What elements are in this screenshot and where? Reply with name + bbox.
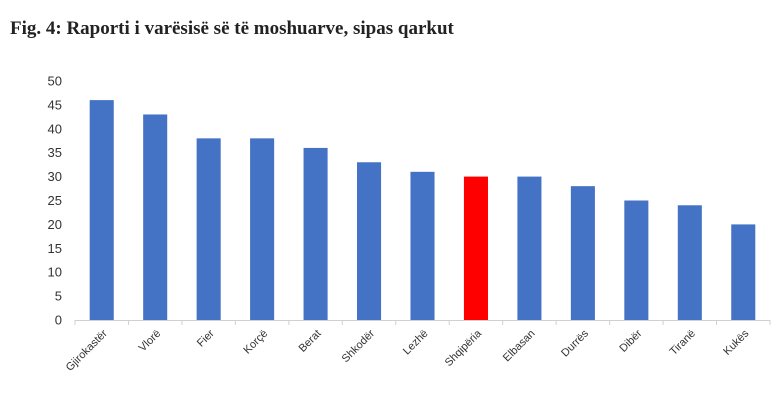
- bar-vlorë: [143, 114, 168, 321]
- bar-elbasan: [517, 176, 542, 320]
- y-tick-label: 15: [48, 241, 62, 256]
- bar-kukës: [731, 224, 756, 320]
- y-tick-label: 10: [48, 265, 62, 280]
- x-tick-label: Elbasan: [501, 328, 538, 365]
- bars: [89, 100, 756, 321]
- x-tick-label: Durrës: [559, 327, 591, 359]
- x-tick-label: Tiranë: [668, 328, 698, 358]
- bar-berat: [303, 147, 328, 320]
- bar-dibër: [624, 200, 649, 320]
- y-tick-label: 20: [48, 217, 62, 232]
- x-tick-label: Gjirokastër: [64, 327, 110, 373]
- y-axis: 0 5 10 15 20 25 30 35 40 45 50: [48, 74, 62, 328]
- bar-lezhë: [410, 171, 435, 320]
- x-tick-label: Shqipëria: [443, 327, 485, 369]
- bar-korçë: [250, 138, 275, 320]
- x-tick-label: Shkodër: [340, 327, 378, 365]
- y-tick-label: 30: [48, 169, 62, 184]
- x-tick-label: Kukës: [721, 327, 751, 357]
- x-axis: Gjirokastër Vlorë Fier Korçë Berat Shkodër Lez…: [64, 320, 771, 374]
- x-tick-label: Berat: [297, 328, 324, 355]
- chart-title: Fig. 4: Raporti i varësisë së të moshuar…: [10, 18, 454, 39]
- bar-shkodër: [357, 162, 382, 320]
- x-tick-label: Vlorë: [137, 328, 164, 355]
- x-tick-label: Dibër: [617, 327, 644, 354]
- bar-durrës: [570, 186, 595, 320]
- y-tick-label: 0: [55, 313, 62, 328]
- bar-shqipëria: [463, 176, 488, 320]
- y-tick-label: 50: [48, 74, 62, 89]
- bar-fier: [196, 138, 221, 320]
- y-tick-label: 35: [48, 145, 62, 160]
- y-tick-label: 25: [48, 193, 62, 208]
- y-tick-label: 5: [55, 289, 62, 304]
- y-tick-label: 45: [48, 97, 62, 112]
- x-tick-label: Korçë: [241, 328, 270, 357]
- x-tick-label: Lezhë: [401, 328, 431, 358]
- bar-tiranë: [677, 205, 702, 320]
- bar-gjirokastër: [89, 100, 114, 321]
- y-tick-label: 40: [48, 121, 62, 136]
- x-tick-label: Fier: [195, 327, 217, 349]
